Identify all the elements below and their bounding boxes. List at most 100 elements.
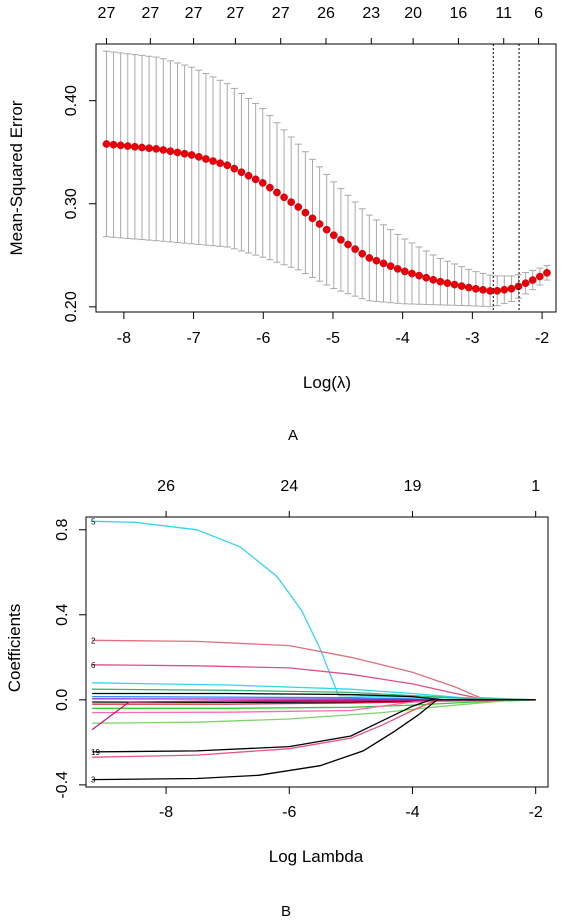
panel-b-y-axis: -0.4 0.0 0.4 0.8 — [54, 519, 87, 799]
x-tick-label: -4 — [396, 330, 410, 347]
mse-point — [202, 155, 210, 163]
y-tick-label: 0.40 — [63, 85, 80, 116]
mse-point — [514, 282, 523, 291]
mse-point — [209, 157, 217, 165]
coefficient-path — [92, 699, 536, 758]
x-tick-label: -2 — [529, 804, 543, 821]
top-tick-label: 27 — [141, 5, 159, 22]
mse-point — [457, 282, 466, 290]
top-tick-label: 27 — [98, 5, 116, 22]
mse-point — [393, 265, 402, 273]
panel-b-plot-frame — [85, 516, 549, 788]
mse-point — [294, 203, 303, 211]
mse-point — [273, 188, 281, 197]
path-label: 5 — [91, 517, 96, 526]
panel-b-label: B — [281, 903, 291, 920]
y-tick-label: 0.0 — [54, 689, 71, 711]
mse-point — [493, 286, 502, 295]
mse-point — [223, 161, 232, 170]
panel-a-lambda-lines — [492, 44, 520, 312]
top-tick-label: 24 — [280, 478, 298, 495]
mse-point — [351, 245, 359, 253]
mse-point — [337, 236, 345, 244]
mse-point — [216, 159, 224, 168]
panel-a-label: A — [288, 427, 298, 444]
top-tick-label: 26 — [157, 478, 175, 495]
mse-point — [187, 151, 196, 159]
mse-point — [109, 140, 118, 149]
mse-point — [244, 171, 253, 180]
mse-point — [472, 284, 480, 293]
top-tick-label: 20 — [404, 5, 422, 22]
path-label: 19 — [91, 748, 100, 757]
mse-point — [230, 164, 239, 173]
mse-point — [287, 198, 296, 206]
panel-a-chart: -8 -7 -6 -5 -4 -3 -2 0.20 0.30 0.40 27 27 27 27 27 26… — [7, 5, 557, 444]
panel-a-y-label: Mean-Squared Error — [7, 100, 26, 255]
mse-point — [429, 275, 438, 284]
x-tick-label: -6 — [282, 804, 296, 821]
coefficient-path — [92, 682, 536, 701]
mse-point — [131, 142, 139, 151]
mse-point — [400, 267, 409, 276]
mse-point — [152, 145, 161, 153]
top-tick-label: 6 — [534, 5, 543, 22]
mse-point — [315, 220, 324, 228]
y-tick-label: -0.4 — [54, 771, 71, 799]
y-tick-label: 0.20 — [63, 291, 80, 322]
top-tick-label: 27 — [226, 5, 244, 22]
mse-point — [280, 193, 288, 202]
coefficient-path — [92, 688, 536, 701]
mse-point — [422, 273, 431, 282]
y-tick-label: 0.30 — [63, 188, 80, 219]
mse-point — [329, 231, 338, 240]
mse-point — [308, 214, 317, 223]
panel-a-x-label: Log(λ) — [303, 373, 351, 392]
mse-point — [116, 141, 125, 150]
x-tick-label: -3 — [465, 330, 479, 347]
x-tick-label: -8 — [159, 804, 173, 821]
coefficient-path — [91, 699, 536, 731]
coefficient-path — [92, 520, 536, 701]
top-tick-label: 23 — [362, 5, 380, 22]
mse-point — [194, 153, 203, 161]
top-tick-label: 16 — [450, 5, 468, 22]
top-tick-label: 19 — [404, 478, 422, 495]
mse-point — [123, 142, 132, 150]
mse-point — [266, 183, 274, 192]
top-tick-label: 26 — [317, 5, 335, 22]
mse-point — [486, 287, 494, 295]
y-tick-label: 0.8 — [54, 519, 71, 541]
mse-point — [528, 276, 537, 284]
path-label: 2 — [91, 636, 96, 645]
panel-a-plot-frame — [95, 43, 557, 313]
panel-b-coefficient-paths — [91, 520, 536, 781]
mse-point — [358, 249, 367, 258]
mse-point — [138, 143, 146, 152]
panel-b-x-label: Log Lambda — [269, 847, 364, 866]
mse-point — [159, 146, 168, 154]
mse-point — [535, 272, 544, 281]
mse-point — [443, 279, 452, 287]
x-tick-label: -8 — [117, 330, 131, 347]
x-tick-label: -6 — [256, 330, 270, 347]
mse-point — [415, 271, 423, 280]
panel-a-mean-points — [102, 140, 551, 295]
panel-b-top-axis: 26 24 19 1 — [157, 478, 540, 517]
mse-point — [379, 259, 388, 268]
path-label: 3 — [91, 776, 96, 785]
mse-point — [344, 240, 352, 249]
coefficient-path — [92, 699, 536, 753]
mse-point — [408, 269, 416, 278]
mse-point — [464, 283, 473, 292]
mse-point — [372, 256, 381, 265]
mse-point — [500, 285, 509, 294]
coefficient-path — [92, 699, 536, 781]
mse-point — [365, 254, 374, 262]
mse-point — [180, 149, 189, 158]
mse-point — [436, 277, 445, 286]
x-tick-label: -5 — [326, 330, 340, 347]
top-tick-label: 27 — [185, 5, 203, 22]
